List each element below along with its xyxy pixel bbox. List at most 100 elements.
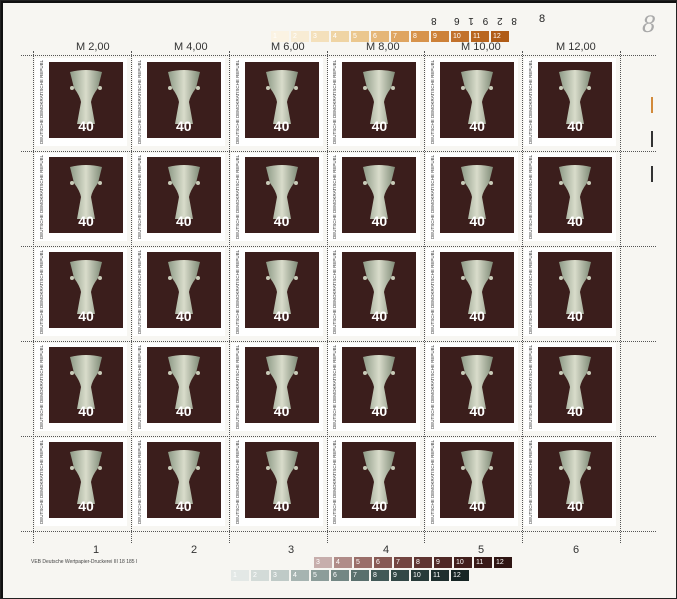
stamp[interactable]: DEUTSCHE DEMOKRATISCHE REPUBLIK 40 [132, 58, 225, 146]
stamp[interactable]: DEUTSCHE DEMOKRATISCHE REPUBLIK 40 [230, 58, 323, 146]
stamp[interactable]: DEUTSCHE DEMOKRATISCHE REPUBLIK 40 [328, 248, 421, 336]
stamp-value: 40 [273, 308, 290, 324]
bronze-vessel-image [265, 70, 298, 124]
margin-mark [651, 166, 653, 182]
stamp-country-text: DEUTSCHE DEMOKRATISCHE REPUBLIK [39, 345, 44, 429]
stamp[interactable]: DEUTSCHE DEMOKRATISCHE REPUBLIK 40 [328, 153, 421, 241]
color-bar-cell: 12 [451, 570, 469, 581]
stamp[interactable]: DEUTSCHE DEMOKRATISCHE REPUBLIK 40 [328, 58, 421, 146]
stamp[interactable]: DEUTSCHE DEMOKRATISCHE REPUBLIK 40 [230, 438, 323, 526]
stamp-country-text: DEUTSCHE DEMOKRATISCHE REPUBLIK [234, 155, 240, 239]
color-bar-cell: 5 [311, 570, 329, 581]
stamp-country-text: DEUTSCHE DEMOKRATISCHE REPUBLIK [332, 345, 338, 429]
top-color-bar: 1 2 3 4 5 6 7 8 9 10 11 12 [271, 31, 509, 42]
color-bar-cell: 11 [471, 31, 489, 42]
stamp[interactable]: DEUTSCHE DEMOKRATISCHE REPUBLIK 40 [524, 438, 616, 526]
color-bar-cell: 9 [391, 570, 409, 581]
stamp[interactable]: DEUTSCHE DEMOKRATISCHE REPUBLIK 40 [328, 438, 421, 526]
margin-value-label: M 10,00 [461, 41, 501, 53]
stamp[interactable]: DEUTSCHE DEMOKRATISCHE REPUBLIK 40 [132, 343, 225, 431]
bronze-vessel-image [70, 165, 102, 219]
stamp[interactable]: DEUTSCHE DEMOKRATISCHE REPUBLIK 40 [132, 438, 225, 526]
stamp-country-text: DEUTSCHE DEMOKRATISCHE REPUBLIK [39, 250, 44, 334]
perforation-row [21, 151, 656, 152]
color-bar-cell: 6 [331, 570, 349, 581]
color-bar-cell: 12 [491, 31, 509, 42]
bronze-vessel-image [70, 450, 102, 504]
stamp[interactable]: DEUTSCHE DEMOKRATISCHE REPUBLIK 40 [426, 438, 519, 526]
stamp-image: 40 [49, 62, 123, 138]
stamp[interactable]: DEUTSCHE DEMOKRATISCHE REPUBLIK 40 [132, 248, 225, 336]
bronze-vessel-image [265, 165, 298, 219]
bronze-vessel-image [461, 165, 494, 219]
stamp-country-text: DEUTSCHE DEMOKRATISCHE REPUBLIK [39, 155, 44, 239]
bronze-vessel-image [265, 260, 298, 314]
stamp-country-text: DEUTSCHE DEMOKRATISCHE REPUBLIK [234, 60, 240, 144]
color-bar-cell: 4 [331, 31, 349, 42]
stamp[interactable]: DEUTSCHE DEMOKRATISCHE REPUBLIK 40 [426, 343, 519, 431]
stamp-value: 40 [469, 213, 485, 229]
stamp[interactable]: DEUTSCHE DEMOKRATISCHE REPUBLIK 40 [524, 343, 616, 431]
bronze-vessel-image [167, 260, 200, 314]
stamp[interactable]: DEUTSCHE DEMOKRATISCHE REPUBLIK 40 [132, 153, 225, 241]
stamp-image: 40 [342, 157, 417, 233]
color-bar-cell: 10 [411, 570, 429, 581]
color-bar-cell: 10 [451, 31, 469, 42]
stamp[interactable]: DEUTSCHE DEMOKRATISCHE REPUBLIK 40 [230, 343, 323, 431]
stamp-value: 40 [176, 118, 192, 134]
bronze-vessel-image [70, 260, 102, 314]
stamp[interactable]: DEUTSCHE DEMOKRATISCHE REPUBLIK 40 [230, 153, 323, 241]
stamp[interactable]: DEUTSCHE DEMOKRATISCHE REPUBLIK 40 [35, 248, 127, 336]
stamp-image: 40 [538, 62, 612, 138]
stamp-value: 40 [371, 498, 388, 514]
stamp-image: 40 [342, 347, 417, 423]
printer-imprint: VEB Deutsche Wertpapier-Druckerei III 18… [31, 559, 138, 565]
stamp-value: 40 [371, 118, 388, 134]
color-bar-cell: 3 [314, 557, 332, 568]
stamp[interactable]: DEUTSCHE DEMOKRATISCHE REPUBLIK 40 [35, 58, 127, 146]
stamp[interactable]: DEUTSCHE DEMOKRATISCHE REPUBLIK 40 [35, 343, 127, 431]
stamp[interactable]: DEUTSCHE DEMOKRATISCHE REPUBLIK 40 [524, 248, 616, 336]
color-bar-cell: 3 [311, 31, 329, 42]
stamp-value: 40 [567, 498, 583, 514]
stamp[interactable]: DEUTSCHE DEMOKRATISCHE REPUBLIK 40 [328, 343, 421, 431]
stamp[interactable]: DEUTSCHE DEMOKRATISCHE REPUBLIK 40 [426, 248, 519, 336]
stamp-value: 40 [469, 498, 485, 514]
stamp-image: 40 [440, 252, 515, 328]
stamp[interactable]: DEUTSCHE DEMOKRATISCHE REPUBLIK 40 [35, 438, 127, 526]
stamp[interactable]: DEUTSCHE DEMOKRATISCHE REPUBLIK 40 [524, 58, 616, 146]
stamp-country-text: DEUTSCHE DEMOKRATISCHE REPUBLIK [234, 250, 240, 334]
perforation-row [21, 246, 656, 247]
stamp-value: 40 [273, 498, 290, 514]
inverted-digit: 8 [431, 15, 437, 26]
bronze-vessel-image [363, 165, 396, 219]
color-bar-cell: 1 [231, 570, 249, 581]
bronze-vessel-image [461, 450, 494, 504]
perforation-column [620, 51, 621, 543]
stamp-image: 40 [244, 347, 319, 423]
bronze-vessel-image [167, 165, 200, 219]
perforation-row [21, 55, 656, 56]
stamp-country-text: DEUTSCHE DEMOKRATISCHE REPUBLIK [528, 250, 533, 334]
inverted-sheet-number: 8 2 9 1 6 [451, 15, 517, 26]
stamp-value: 40 [371, 308, 388, 324]
margin-value-label: M 12,00 [556, 41, 596, 53]
stamp-value: 40 [567, 118, 583, 134]
color-bar-cell: 8 [411, 31, 429, 42]
stamp[interactable]: DEUTSCHE DEMOKRATISCHE REPUBLIK 40 [524, 153, 616, 241]
stamp[interactable]: DEUTSCHE DEMOKRATISCHE REPUBLIK 40 [426, 153, 519, 241]
stamp[interactable]: DEUTSCHE DEMOKRATISCHE REPUBLIK 40 [426, 58, 519, 146]
perforation-column [424, 51, 425, 543]
stamp-value: 40 [176, 213, 192, 229]
stamp[interactable]: DEUTSCHE DEMOKRATISCHE REPUBLIK 40 [230, 248, 323, 336]
stamp-country-text: DEUTSCHE DEMOKRATISCHE REPUBLIK [39, 60, 44, 144]
color-bar-cell: 5 [351, 31, 369, 42]
color-bar-cell: 4 [291, 570, 309, 581]
margin-mark [651, 131, 653, 147]
stamp[interactable]: DEUTSCHE DEMOKRATISCHE REPUBLIK 40 [35, 153, 127, 241]
stamp-country-text: DEUTSCHE DEMOKRATISCHE REPUBLIK [136, 155, 142, 239]
color-bar-cell: 10 [454, 557, 472, 568]
color-bar-cell: 11 [431, 570, 449, 581]
stamp-image: 40 [244, 442, 319, 518]
